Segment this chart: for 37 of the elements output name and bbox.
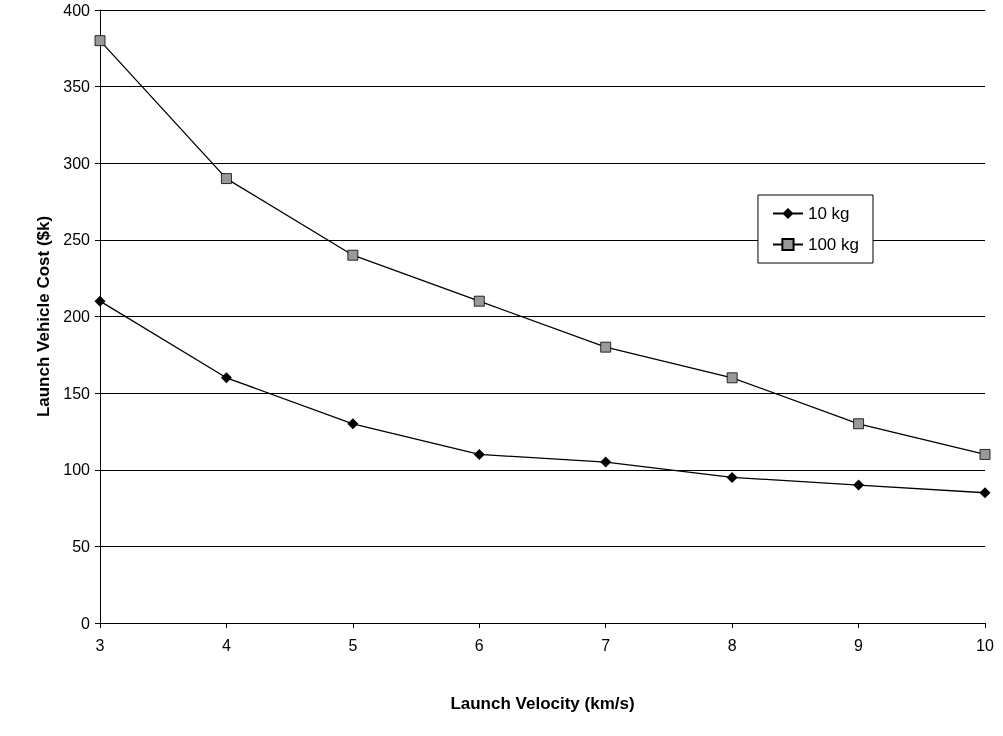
point [473,295,485,307]
point [473,448,485,460]
y-tick-label: 150 [63,384,91,402]
x-tick-label: 10 [976,636,994,654]
point [347,418,359,430]
point [221,173,232,184]
point [979,487,991,499]
point [600,341,612,353]
x-tick-label: 3 [95,636,105,654]
point [853,418,864,430]
y-tick-label: 50 [72,537,91,555]
legend-label: 10 kg [807,204,850,223]
point [94,35,106,47]
x-tick-label: 8 [727,636,737,654]
point [726,471,738,483]
legend-label: 100 kg [807,235,860,254]
point [726,372,738,384]
x-tick-label: 6 [474,636,484,654]
y-tick-label: 350 [63,78,91,96]
y-tick-label: 300 [63,154,91,172]
point [853,479,865,491]
x-tick-label: 4 [221,636,231,654]
x-tick-label: 5 [348,636,358,654]
point [94,295,106,307]
point [220,372,232,384]
y-tick-label: 100 [63,461,91,479]
x-tick-label: 9 [854,636,864,654]
y-tick-label: 400 [63,1,91,19]
point [600,456,612,468]
point [347,249,359,261]
y-axis-title: Launch Vehicle Cost ($k) [34,215,54,418]
y-tick-label: 250 [63,231,91,249]
x-tick-label: 7 [601,636,611,654]
y-tick-label: 200 [63,308,91,325]
point [979,449,991,460]
y-tick-label: 0 [81,614,91,632]
x-axis-title: Launch Velocity (km/s) [450,694,635,713]
